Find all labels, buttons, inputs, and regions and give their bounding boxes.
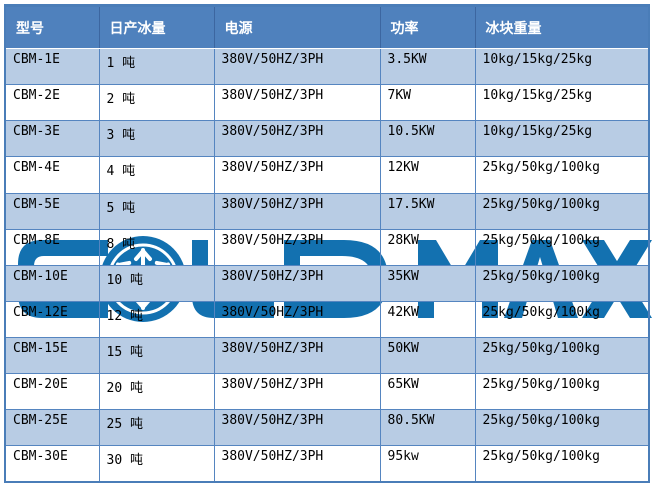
cell-block_weight: 25kg/50kg/100kg xyxy=(474,156,650,194)
cell-power_supply: 380V/50HZ/3PH xyxy=(213,47,381,86)
cell-capacity: 1 吨 xyxy=(98,47,215,86)
cell-power: 28KW xyxy=(379,228,476,266)
table-header: 型号 日产冰量 电源 功率 冰块重量 xyxy=(4,5,650,49)
cell-power: 35KW xyxy=(379,264,476,302)
cell-model: CBM-4E xyxy=(4,156,100,194)
header-power_supply: 电源 xyxy=(213,5,381,49)
cell-capacity: 2 吨 xyxy=(98,84,215,122)
cell-capacity: 12 吨 xyxy=(98,300,215,339)
cell-block_weight: 25kg/50kg/100kg xyxy=(474,264,650,302)
cell-model: CBM-15E xyxy=(4,336,100,375)
cell-power: 12KW xyxy=(379,156,476,194)
cell-power: 80.5KW xyxy=(379,409,476,447)
cell-power: 65KW xyxy=(379,373,476,411)
cell-capacity: 10 吨 xyxy=(98,264,215,302)
cell-block_weight: 25kg/50kg/100kg xyxy=(474,336,650,375)
cell-model: CBM-30E xyxy=(4,445,100,483)
cell-block_weight: 10kg/15kg/25kg xyxy=(474,47,650,86)
table-row: CBM-10E 10 吨 380V/50HZ/3PH 35KW 25kg/50kg/10… xyxy=(4,264,650,302)
cell-power_supply: 380V/50HZ/3PH xyxy=(213,409,381,447)
header-capacity: 日产冰量 xyxy=(98,5,215,49)
cell-capacity: 15 吨 xyxy=(98,336,215,375)
cell-block_weight: 25kg/50kg/100kg xyxy=(474,192,650,230)
cell-power_supply: 380V/50HZ/3PH xyxy=(213,300,381,339)
table-row: CBM-12E 12 吨 380V/50HZ/3PH 42KW 25kg/50kg/10… xyxy=(4,300,650,339)
cell-capacity: 20 吨 xyxy=(98,373,215,411)
cell-power: 95kw xyxy=(379,445,476,483)
cell-model: CBM-12E xyxy=(4,300,100,339)
cell-model: CBM-3E xyxy=(4,120,100,158)
cell-power: 3.5KW xyxy=(379,47,476,86)
cell-power_supply: 380V/50HZ/3PH xyxy=(213,264,381,302)
cell-capacity: 8 吨 xyxy=(98,228,215,266)
header-block_weight: 冰块重量 xyxy=(474,5,650,49)
cell-power_supply: 380V/50HZ/3PH xyxy=(213,228,381,266)
cell-power_supply: 380V/50HZ/3PH xyxy=(213,192,381,230)
cell-model: CBM-8E xyxy=(4,228,100,266)
table-row: CBM-4E 4 吨 380V/50HZ/3PH 12KW 25kg/50kg/100k… xyxy=(4,156,650,194)
header-model: 型号 xyxy=(4,5,100,49)
cell-power_supply: 380V/50HZ/3PH xyxy=(213,84,381,122)
spec-table: 型号 日产冰量 电源 功率 冰块重量 CBM-1E 1 吨 380V/50HZ/3PH 3.5… xyxy=(4,4,650,483)
cell-capacity: 5 吨 xyxy=(98,192,215,230)
table-row: CBM-5E 5 吨 380V/50HZ/3PH 17.5KW 25kg/50kg/10… xyxy=(4,192,650,230)
table-row: CBM-15E 15 吨 380V/50HZ/3PH 50KW 25kg/50kg/10… xyxy=(4,336,650,375)
cell-block_weight: 25kg/50kg/100kg xyxy=(474,228,650,266)
cell-model: CBM-25E xyxy=(4,409,100,447)
ice-machine-spec-table: 型号 日产冰量 电源 功率 冰块重量 CBM-1E 1 吨 380V/50HZ/3PH 3.5… xyxy=(4,4,650,483)
cell-power_supply: 380V/50HZ/3PH xyxy=(213,445,381,483)
table-row: CBM-20E 20 吨 380V/50HZ/3PH 65KW 25kg/50kg/10… xyxy=(4,373,650,411)
cell-model: CBM-1E xyxy=(4,47,100,86)
cell-block_weight: 25kg/50kg/100kg xyxy=(474,409,650,447)
cell-power: 7KW xyxy=(379,84,476,122)
cell-power_supply: 380V/50HZ/3PH xyxy=(213,120,381,158)
table-row: CBM-8E 8 吨 380V/50HZ/3PH 28KW 25kg/50kg/100k… xyxy=(4,228,650,266)
cell-power_supply: 380V/50HZ/3PH xyxy=(213,336,381,375)
cell-model: CBM-2E xyxy=(4,84,100,122)
cell-capacity: 3 吨 xyxy=(98,120,215,158)
cell-capacity: 30 吨 xyxy=(98,445,215,483)
cell-block_weight: 25kg/50kg/100kg xyxy=(474,300,650,339)
cell-model: CBM-20E xyxy=(4,373,100,411)
cell-block_weight: 10kg/15kg/25kg xyxy=(474,120,650,158)
cell-power: 17.5KW xyxy=(379,192,476,230)
cell-power: 50KW xyxy=(379,336,476,375)
cell-model: CBM-10E xyxy=(4,264,100,302)
table-row: CBM-1E 1 吨 380V/50HZ/3PH 3.5KW 10kg/15kg/25k… xyxy=(4,47,650,86)
cell-power_supply: 380V/50HZ/3PH xyxy=(213,373,381,411)
table-body: CBM-1E 1 吨 380V/50HZ/3PH 3.5KW 10kg/15kg/25k… xyxy=(4,47,650,483)
cell-power: 42KW xyxy=(379,300,476,339)
table-row: CBM-2E 2 吨 380V/50HZ/3PH 7KW 10kg/15kg/25kg xyxy=(4,84,650,122)
table-row: CBM-3E 3 吨 380V/50HZ/3PH 10.5KW 10kg/15kg/25… xyxy=(4,120,650,158)
cell-block_weight: 10kg/15kg/25kg xyxy=(474,84,650,122)
cell-model: CBM-5E xyxy=(4,192,100,230)
cell-capacity: 4 吨 xyxy=(98,156,215,194)
header-power: 功率 xyxy=(379,5,476,49)
cell-capacity: 25 吨 xyxy=(98,409,215,447)
table-row: CBM-30E 30 吨 380V/50HZ/3PH 95kw 25kg/50kg/10… xyxy=(4,445,650,483)
cell-power_supply: 380V/50HZ/3PH xyxy=(213,156,381,194)
header-row: 型号 日产冰量 电源 功率 冰块重量 xyxy=(4,5,650,49)
table-row: CBM-25E 25 吨 380V/50HZ/3PH 80.5KW 25kg/50kg/… xyxy=(4,409,650,447)
cell-power: 10.5KW xyxy=(379,120,476,158)
cell-block_weight: 25kg/50kg/100kg xyxy=(474,445,650,483)
cell-block_weight: 25kg/50kg/100kg xyxy=(474,373,650,411)
